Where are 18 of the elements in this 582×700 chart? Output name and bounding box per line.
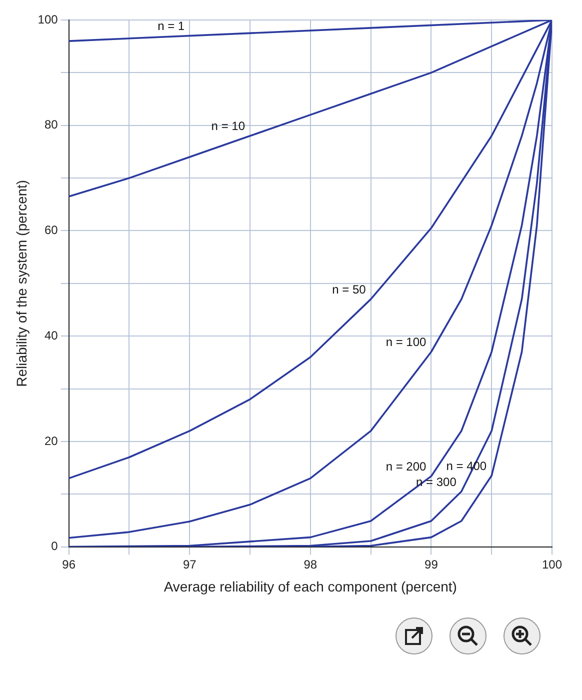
x-tick-label: 100 <box>542 557 562 572</box>
x-tick-label: 97 <box>182 557 197 572</box>
x-tick-label: 96 <box>62 557 76 572</box>
annotation: n = 1 <box>158 19 185 34</box>
annotation: n = 200 <box>386 460 427 474</box>
annotation: n = 10 <box>211 119 246 134</box>
x-tick-label: 98 <box>304 557 318 572</box>
annotation: n = 50 <box>332 282 366 297</box>
y-axis-title: Reliability of the system (percent) <box>13 180 30 387</box>
x-tick-label: 99 <box>424 557 438 572</box>
y-tick-label: 0 <box>51 539 58 554</box>
y-tick-label: 40 <box>44 328 58 342</box>
y-tick-label: 80 <box>44 118 58 132</box>
x-axis-title: Average reliability of each component (percent) <box>164 578 457 594</box>
y-tick-label: 60 <box>44 223 58 238</box>
y-tick-label: 20 <box>44 434 58 448</box>
annotation: n = 100 <box>386 335 427 350</box>
y-tick-label: 100 <box>38 12 58 26</box>
